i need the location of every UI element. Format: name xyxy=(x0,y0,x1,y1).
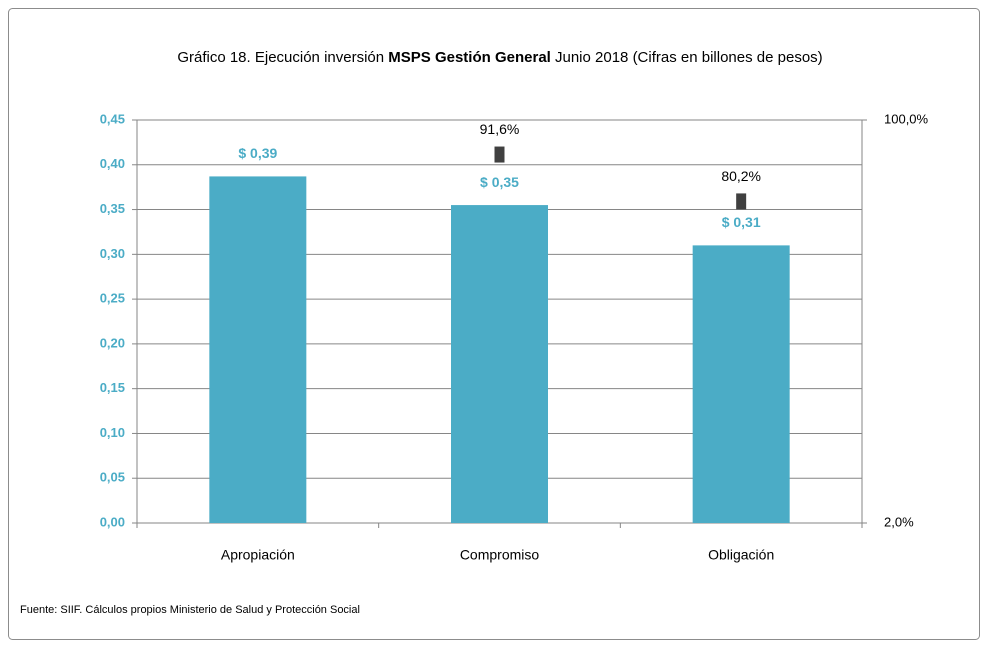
y-tick-label: 0,35 xyxy=(100,201,125,216)
y-tick-label: 0,25 xyxy=(100,291,125,306)
y-tick-label: 0,00 xyxy=(100,514,125,529)
value-label: 91,6% xyxy=(480,121,520,137)
value-label: $ 0,31 xyxy=(722,214,761,230)
y-tick-label: 0,40 xyxy=(100,156,125,171)
y-tick-label: 0,15 xyxy=(100,380,125,395)
y-tick-label: 0,05 xyxy=(100,470,125,485)
x-tick-label: Apropiación xyxy=(221,547,295,563)
y-tick-label: 0,30 xyxy=(100,246,125,261)
y2-tick-label: 2,0% xyxy=(884,514,914,529)
x-tick-label: Compromiso xyxy=(460,547,540,563)
marker xyxy=(736,193,747,210)
title-part: MSPS Gestión General xyxy=(388,49,551,66)
bar xyxy=(451,205,548,524)
y2-tick-label: 100,0% xyxy=(884,111,929,126)
value-label: $ 0,39 xyxy=(238,145,277,161)
x-tick-label: Obligación xyxy=(708,547,774,563)
bar xyxy=(209,176,307,524)
title-part: Gráfico 18. Ejecución inversión xyxy=(177,49,384,66)
y-tick-label: 0,10 xyxy=(100,425,125,440)
value-label: $ 0,35 xyxy=(480,174,519,190)
y-tick-label: 0,20 xyxy=(100,335,125,350)
chart-title: Gráfico 18. Ejecución inversión MSPS Ges… xyxy=(177,49,822,66)
bar xyxy=(692,245,790,523)
marker xyxy=(494,146,505,163)
value-label: 80,2% xyxy=(721,168,761,184)
y-tick-label: 0,45 xyxy=(100,111,125,126)
title-part: Junio 2018 (Cifras en billones de pesos) xyxy=(555,49,823,66)
source-note: Fuente: SIIF. Cálculos propios Ministeri… xyxy=(20,604,360,616)
